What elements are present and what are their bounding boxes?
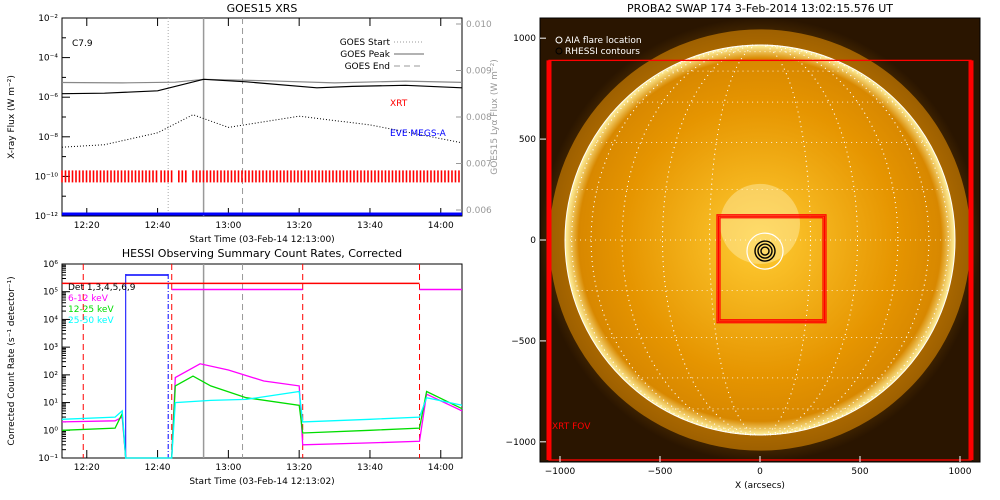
swap-ytick-label: −1000 [506,438,537,448]
hessi-xtick-label: 13:40 [357,463,383,473]
rhessi-contour [754,240,776,262]
xrt-fov-label: XRT FOV [552,422,591,432]
swap-ytick-label: 500 [519,135,536,145]
goes-xtick-label: 13:40 [357,221,383,231]
swap-legend-label: AIA flare location [565,36,642,46]
hessi-frame [61,263,463,459]
hessi-xtick-label: 13:20 [286,463,312,473]
hessi-legend-label: 12-25 keV [68,305,114,315]
swap-ytick-label: 0 [530,236,536,246]
goes-series-2 [61,114,463,148]
xrt-fov-inner [719,217,824,321]
goes-series-1 [61,78,463,95]
goes-ytick-right-label: 0.010 [466,20,492,30]
eve-label: EVE MEGS-A [390,129,447,139]
hessi-legend-label: 6-12 keV [68,294,109,304]
goes-legend-label: GOES Start [340,38,391,48]
hessi-xtick-label: 12:20 [74,463,100,473]
hessi-ytick-label: 10⁶ [43,260,58,270]
hessi-legend-label: 25-50 keV [68,316,114,326]
swap-xtick-label: 1000 [949,467,972,477]
rhessi-contour [760,246,770,256]
hessi-panel: HESSI Observing Summary Count Rates, Cor… [7,247,463,487]
goes-panel: GOES15 XRS 10⁻¹² 10⁻¹⁰ 10⁻⁸ 10⁻⁶ 10⁻⁴ 10⁻² 0.00… [7,2,500,245]
hessi-series-1 [61,375,463,459]
hessi-ytick-label: 10⁰ [43,426,58,436]
xrt-fov-inner [716,214,827,324]
goes-xlabel: Start Time (03-Feb-14 12:13:00) [189,235,334,245]
goes-legend-label: GOES End [345,62,390,72]
goes-title: GOES15 XRS [227,2,298,15]
hessi-legend-label: Det 1,3,4,5,6,9 [68,283,136,293]
goes-ytick-right-label: 0.006 [466,206,492,216]
xrt-fov-inner [717,215,826,322]
swap-ytick-label: −500 [511,337,536,347]
hessi-xtick-label: 13:00 [215,463,241,473]
swap-xlabel: X (arcsecs) [735,481,785,491]
hessi-title: HESSI Observing Summary Count Rates, Cor… [122,247,402,260]
solar-grid-longitude [709,44,811,436]
goes-ytick-right-label: 0.007 [466,160,492,170]
goes-ytick-right-label: 0.008 [466,113,492,123]
goes-frame [61,17,463,217]
goes-ytick-label: 10⁻⁸ [38,133,58,143]
swap-legend-symbol [555,47,563,55]
hessi-ytick-label: 10⁻¹ [38,454,58,464]
swap-xtick-label: −500 [648,467,673,477]
goes-xtick-label: 12:20 [74,221,100,231]
goes-ytick-label: 10⁻² [38,14,58,24]
active-region-glow [720,183,800,264]
goes-xtick-label: 14:00 [428,221,454,231]
goes-ytick-label: 10⁻⁶ [38,93,58,103]
goes-series-0 [61,78,463,84]
goes-ytick-label: 10⁻¹² [35,212,59,222]
swap-legend-label: RHESSI contours [565,47,640,57]
goes-xtick-label: 13:00 [215,221,241,231]
goes-ytick-right-label: 0.009 [466,67,492,77]
goes-ylabel: X-ray Flux (W m⁻²) [7,75,17,159]
hessi-xlabel: Start Time (03-Feb-14 12:13:02) [189,477,334,487]
goes-ytick-label: 10⁻¹⁰ [35,172,59,182]
swap-xtick-label: −1000 [545,467,576,477]
swap-legend-symbol [555,36,563,44]
rhessi-contour [757,243,773,259]
hessi-ytick-label: 10⁴ [43,315,58,325]
swap-ytick-label: 1000 [513,34,536,44]
goes-ytick-label: 10⁻⁴ [38,54,58,64]
hessi-ytick-label: 10⁵ [43,288,58,298]
solar-limb [564,44,956,436]
swap-xtick-label: 500 [851,467,868,477]
hessi-series-2 [61,390,463,459]
hessi-ytick-label: 10¹ [43,399,58,409]
goes-ylabel-right: GOES15 Lyα Flux (W m⁻²) [490,59,500,175]
hessi-ytick-label: 10³ [43,343,58,353]
swap-xtick-label: 0 [757,467,763,477]
goes-xtick-label: 12:40 [145,221,171,231]
aia-flare-circle [746,232,784,270]
goes-legend-label: GOES Peak [340,50,390,60]
goes-xtick-label: 13:20 [286,221,312,231]
xrt-label: XRT [390,99,408,109]
hessi-xtick-label: 12:40 [145,463,171,473]
swap-title: PROBA2 SWAP 174 3-Feb-2014 13:02:15.576 … [627,2,893,15]
goes-class-label: C7.9 [72,39,93,49]
swap-panel: PROBA2 SWAP 174 3-Feb-2014 13:02:15.576 … [506,2,981,491]
hessi-ylabel: Corrected Count Rate (s⁻¹ detector⁻¹) [7,276,17,445]
hessi-ytick-label: 10² [43,371,58,381]
solar-grid-longitude [662,44,858,436]
hessi-xtick-label: 14:00 [428,463,454,473]
